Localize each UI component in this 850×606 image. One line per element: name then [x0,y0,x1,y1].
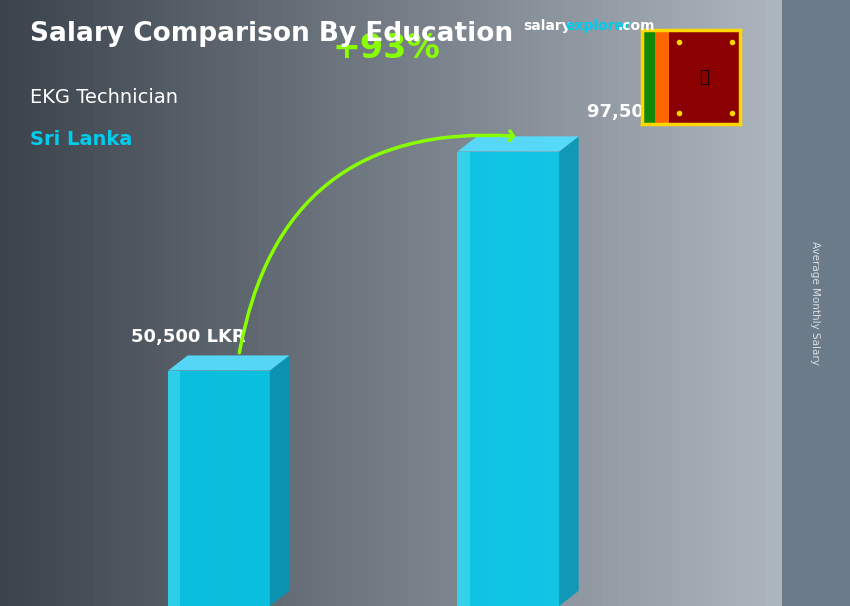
Text: 50,500 LKR: 50,500 LKR [131,328,246,347]
Polygon shape [457,152,559,606]
Polygon shape [457,152,470,606]
Bar [669,30,740,124]
Text: .com: .com [618,19,655,33]
Bar [655,30,669,124]
Text: 97,500 LKR: 97,500 LKR [586,103,701,121]
Polygon shape [168,371,269,606]
Polygon shape [457,136,579,152]
Polygon shape [168,371,180,606]
Text: Average Monthly Salary: Average Monthly Salary [810,241,820,365]
Polygon shape [168,356,289,371]
Text: +93%: +93% [332,32,440,65]
Text: EKG Technician: EKG Technician [30,88,178,107]
Text: explorer: explorer [565,19,631,33]
Text: salary: salary [523,19,570,33]
Polygon shape [269,356,289,606]
Text: Sri Lanka: Sri Lanka [30,130,132,149]
Text: Salary Comparison By Education: Salary Comparison By Education [30,21,513,47]
Polygon shape [559,136,579,606]
Bar [642,30,655,124]
Text: 🦁: 🦁 [700,68,709,86]
